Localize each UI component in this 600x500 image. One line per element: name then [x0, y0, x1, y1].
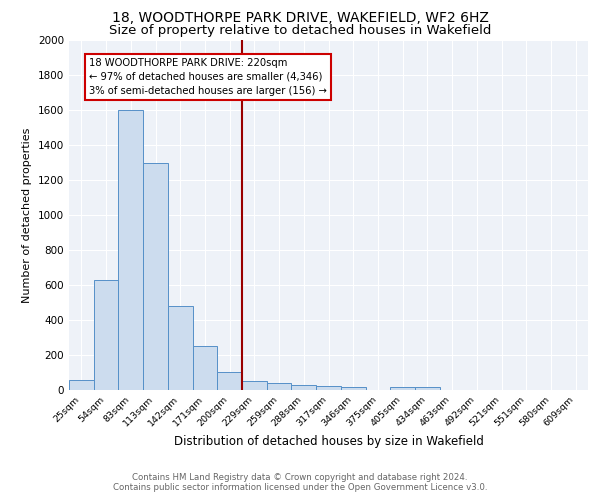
- Text: Contains HM Land Registry data © Crown copyright and database right 2024.
Contai: Contains HM Land Registry data © Crown c…: [113, 473, 487, 492]
- Bar: [94, 280, 118, 390]
- Y-axis label: Number of detached properties: Number of detached properties: [22, 128, 32, 302]
- Bar: [390, 386, 415, 390]
- Bar: [341, 387, 365, 390]
- Text: 18, WOODTHORPE PARK DRIVE, WAKEFIELD, WF2 6HZ: 18, WOODTHORPE PARK DRIVE, WAKEFIELD, WF…: [112, 12, 488, 26]
- Bar: [168, 306, 193, 390]
- Bar: [242, 381, 267, 390]
- Bar: [415, 386, 440, 390]
- X-axis label: Distribution of detached houses by size in Wakefield: Distribution of detached houses by size …: [173, 436, 484, 448]
- Bar: [143, 162, 168, 390]
- Bar: [193, 346, 217, 390]
- Bar: [217, 372, 242, 390]
- Bar: [267, 383, 292, 390]
- Bar: [292, 385, 316, 390]
- Text: 18 WOODTHORPE PARK DRIVE: 220sqm
← 97% of detached houses are smaller (4,346)
3%: 18 WOODTHORPE PARK DRIVE: 220sqm ← 97% o…: [89, 58, 326, 96]
- Text: Size of property relative to detached houses in Wakefield: Size of property relative to detached ho…: [109, 24, 491, 37]
- Bar: [118, 110, 143, 390]
- Bar: [316, 386, 341, 390]
- Bar: [69, 380, 94, 390]
